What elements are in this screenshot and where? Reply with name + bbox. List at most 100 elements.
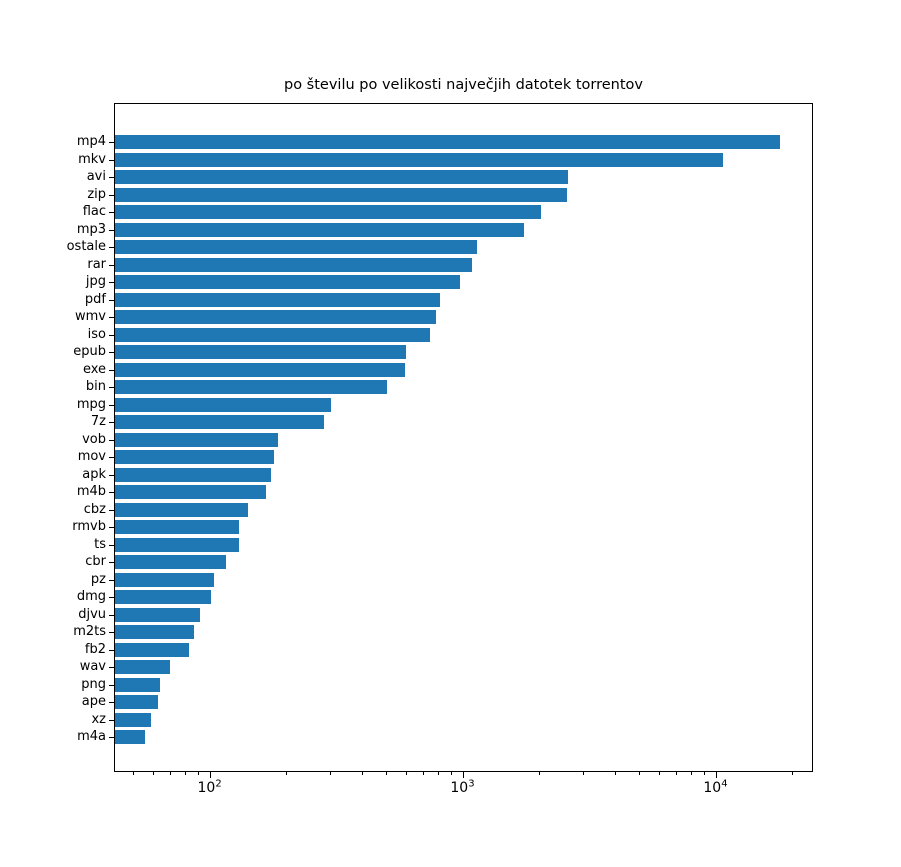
y-tick-m4b xyxy=(109,492,114,493)
y-tick-label-epub: epub xyxy=(73,344,106,359)
y-tick-label-cbr: cbr xyxy=(85,554,106,569)
bar-cbr xyxy=(115,555,226,569)
y-tick-rar xyxy=(109,264,114,266)
y-tick-label-vob: vob xyxy=(82,431,106,447)
x-minor-tick-50 xyxy=(133,772,135,775)
y-tick-7z xyxy=(109,422,114,423)
y-tick-label-7z: 7z xyxy=(90,414,106,429)
bar-rmvb xyxy=(115,520,240,534)
y-tick-zip xyxy=(109,194,114,196)
bar-vob xyxy=(115,432,278,447)
bar-ape xyxy=(115,695,158,709)
plot-area xyxy=(114,103,813,772)
y-tick-label-cbz: cbz xyxy=(83,501,106,517)
y-tick-mp4 xyxy=(109,142,114,143)
x-major-tick-10000 xyxy=(715,772,717,778)
bar-mpg xyxy=(115,397,332,412)
y-tick-label-iso: iso xyxy=(87,326,106,342)
x-minor-tick-4000 xyxy=(614,772,616,775)
bar-avi xyxy=(115,170,568,184)
y-tick-label-pz: pz xyxy=(90,571,106,587)
y-tick-pz xyxy=(109,579,114,581)
y-tick-wav xyxy=(109,667,114,668)
bar-zip xyxy=(115,187,567,202)
y-tick-label-ape: ape xyxy=(81,694,106,709)
x-minor-tick-60 xyxy=(153,772,155,775)
y-tick-mov xyxy=(109,457,114,458)
bar-mp3 xyxy=(115,222,525,237)
bar-bin xyxy=(115,380,388,394)
y-tick-label-jpg: jpg xyxy=(85,274,106,289)
y-tick-exe xyxy=(109,369,114,371)
y-tick-label-djvu: djvu xyxy=(78,606,106,622)
bar-pz xyxy=(115,572,214,587)
x-tick-label-10e4: 104 xyxy=(703,778,728,796)
x-minor-tick-900 xyxy=(450,772,452,775)
bar-mkv xyxy=(115,152,724,167)
y-tick-xz xyxy=(109,719,114,721)
y-tick-label-mp3: mp3 xyxy=(76,221,106,237)
bar-png xyxy=(115,677,160,692)
y-tick-label-png: png xyxy=(81,676,106,692)
x-minor-tick-200 xyxy=(285,772,287,775)
bar-jpg xyxy=(115,275,460,289)
x-minor-tick-6000 xyxy=(659,772,661,775)
y-tick-cbr xyxy=(109,562,114,563)
bar-m4a xyxy=(115,730,145,744)
y-tick-ape xyxy=(109,702,114,703)
bar-apk xyxy=(115,467,271,482)
x-minor-tick-700 xyxy=(423,772,425,775)
y-tick-epub xyxy=(109,352,114,353)
y-tick-vob xyxy=(109,439,114,441)
x-tick-label-10e2: 102 xyxy=(197,778,222,796)
y-tick-ostale xyxy=(109,247,114,248)
bar-flac xyxy=(115,205,542,219)
y-tick-label-rmvb: rmvb xyxy=(72,519,106,534)
x-minor-tick-20000 xyxy=(791,772,793,775)
y-tick-label-flac: flac xyxy=(82,204,106,219)
bar-wmv xyxy=(115,310,436,324)
y-tick-label-bin: bin xyxy=(85,379,106,394)
y-tick-label-exe: exe xyxy=(82,361,106,377)
x-tick-label-10e3: 103 xyxy=(450,778,475,796)
bar-xz xyxy=(115,712,151,727)
x-minor-tick-500 xyxy=(386,772,388,775)
bar-fb2 xyxy=(115,642,189,657)
bar-iso xyxy=(115,327,431,342)
x-major-tick-1000 xyxy=(462,772,464,778)
bar-cbz xyxy=(115,502,249,517)
bar-exe xyxy=(115,362,405,377)
y-tick-m4a xyxy=(109,737,114,738)
x-minor-tick-5000 xyxy=(639,772,641,775)
bar-ts xyxy=(115,537,239,552)
y-tick-iso xyxy=(109,334,114,336)
y-tick-mkv xyxy=(109,159,114,161)
y-tick-label-mpg: mpg xyxy=(76,396,106,412)
x-minor-tick-600 xyxy=(406,772,408,775)
y-tick-ts xyxy=(109,544,114,546)
y-tick-label-wmv: wmv xyxy=(75,309,106,324)
x-minor-tick-2000 xyxy=(538,772,540,775)
y-tick-mp3 xyxy=(109,229,114,231)
bar-djvu xyxy=(115,607,201,622)
y-tick-pdf xyxy=(109,299,114,301)
x-minor-tick-70 xyxy=(170,772,172,775)
x-minor-tick-7000 xyxy=(676,772,678,775)
y-tick-label-zip: zip xyxy=(87,186,106,202)
x-minor-tick-800 xyxy=(438,772,439,775)
y-tick-label-m4b: m4b xyxy=(76,484,106,499)
bar-epub xyxy=(115,345,406,359)
y-tick-dmg xyxy=(109,597,114,598)
y-tick-png xyxy=(109,684,114,686)
bar-m4b xyxy=(115,485,267,499)
y-tick-label-mp4: mp4 xyxy=(76,134,106,149)
y-tick-label-fb2: fb2 xyxy=(84,641,106,657)
y-tick-apk xyxy=(109,474,114,476)
bar-mp4 xyxy=(115,135,781,149)
x-minor-tick-3000 xyxy=(583,772,585,775)
x-minor-tick-90 xyxy=(198,772,199,775)
y-tick-label-xz: xz xyxy=(91,711,106,727)
y-tick-label-mkv: mkv xyxy=(78,151,106,167)
x-minor-tick-300 xyxy=(330,772,332,775)
